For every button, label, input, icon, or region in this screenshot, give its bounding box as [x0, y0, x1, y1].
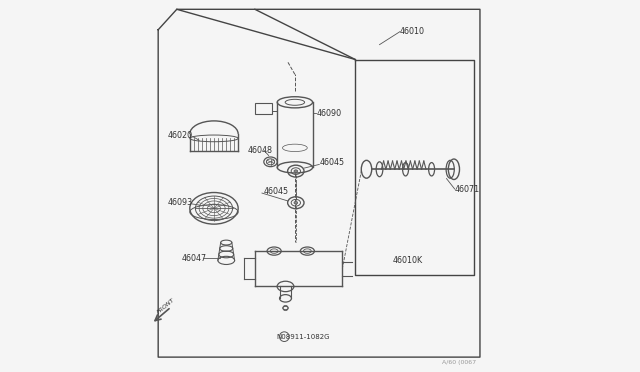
Text: 46045: 46045	[320, 158, 345, 167]
Text: 46047: 46047	[182, 254, 207, 263]
Text: 46010K: 46010K	[392, 256, 422, 265]
Text: FRONT: FRONT	[156, 297, 175, 314]
Text: 46020: 46020	[168, 131, 193, 140]
Text: 46010: 46010	[400, 27, 425, 36]
Text: 46071: 46071	[454, 185, 480, 194]
Text: N08911-1082G: N08911-1082G	[276, 334, 330, 340]
Text: 46045: 46045	[264, 187, 289, 196]
Ellipse shape	[294, 202, 298, 204]
Text: 46048: 46048	[248, 146, 273, 155]
Text: 46090: 46090	[317, 109, 342, 118]
Ellipse shape	[294, 170, 298, 172]
Text: A/60 (0067: A/60 (0067	[442, 360, 476, 365]
Text: 46093: 46093	[168, 198, 193, 207]
